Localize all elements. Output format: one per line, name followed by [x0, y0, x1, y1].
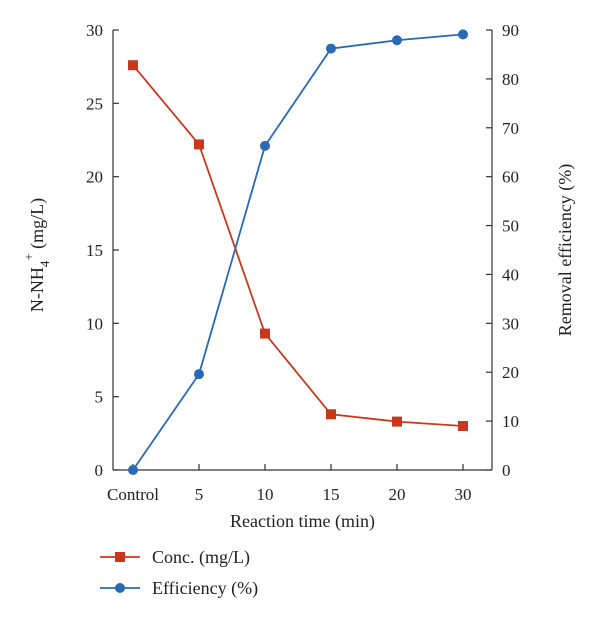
right-tick-label: 70	[502, 119, 519, 138]
x-tick-label: 5	[195, 485, 204, 504]
x-tick-label: Control	[107, 485, 159, 504]
series-line-efficiency	[132, 33, 464, 471]
data-point-efficiency	[458, 29, 468, 40]
data-point-conc	[260, 328, 270, 339]
right-tick-label: 10	[502, 412, 519, 431]
right-tick-label: 90	[502, 21, 519, 40]
legend: Conc. (mg/L) Efficiency (%)	[100, 547, 258, 599]
x-tick-label: 10	[257, 485, 274, 504]
axes: 0 5 10 15 20 25 30 0 10 20 30 40 50 60 70 80 90 Control 5 1…	[21, 21, 576, 532]
right-tick-label: 0	[502, 461, 511, 480]
x-tick-label: 30	[455, 485, 472, 504]
data-point-conc	[458, 421, 468, 431]
right-tick-label: 20	[502, 363, 519, 382]
legend-marker-circle	[115, 583, 125, 593]
left-tick-label: 15	[86, 241, 103, 260]
right-tick-label: 40	[502, 265, 519, 284]
data-point-efficiency	[128, 465, 138, 475]
data-point-conc	[128, 60, 138, 71]
right-axis-title: Removal efficiency (%)	[555, 164, 576, 337]
series-layer	[128, 29, 468, 475]
data-point-efficiency	[194, 369, 204, 380]
data-point-efficiency	[392, 35, 402, 46]
left-tick-label: 20	[86, 168, 103, 187]
left-tick-label: 5	[95, 388, 104, 407]
x-tick-label: 15	[323, 485, 340, 504]
data-point-conc	[194, 139, 204, 150]
left-tick-label: 0	[95, 461, 104, 480]
legend-label: Conc. (mg/L)	[152, 547, 250, 568]
left-axis-title: N-NH4+ (mg/L)	[21, 198, 52, 312]
right-tick-label: 80	[502, 70, 519, 89]
right-tick-label: 60	[502, 168, 519, 187]
right-tick-label: 30	[502, 314, 519, 333]
left-tick-label: 30	[86, 21, 103, 40]
left-tick-label: 25	[86, 94, 103, 113]
right-tick-label: 50	[502, 217, 519, 236]
series-line-conc	[132, 64, 464, 427]
data-point-efficiency	[326, 43, 336, 54]
data-point-conc	[326, 409, 336, 420]
data-point-conc	[392, 416, 402, 427]
data-point-efficiency	[260, 140, 270, 151]
x-tick-label: 20	[389, 485, 406, 504]
legend-marker-square	[115, 552, 125, 562]
legend-label: Efficiency (%)	[152, 578, 258, 599]
x-axis-title: Reaction time (min)	[230, 511, 375, 532]
left-tick-label: 10	[86, 314, 103, 333]
